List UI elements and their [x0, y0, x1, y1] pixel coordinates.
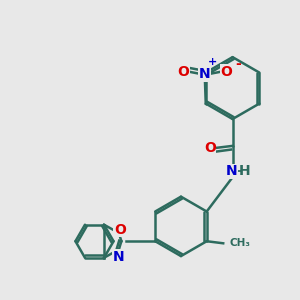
Text: N: N [226, 164, 238, 178]
Text: CH₃: CH₃ [230, 238, 250, 248]
Text: N: N [113, 250, 125, 264]
Text: -: - [235, 56, 241, 70]
Text: N: N [199, 67, 211, 81]
Text: H: H [239, 164, 251, 178]
Text: O: O [220, 65, 232, 79]
Text: +: + [208, 57, 217, 67]
Text: O: O [114, 223, 126, 237]
Text: O: O [204, 141, 216, 155]
Text: O: O [178, 65, 189, 79]
